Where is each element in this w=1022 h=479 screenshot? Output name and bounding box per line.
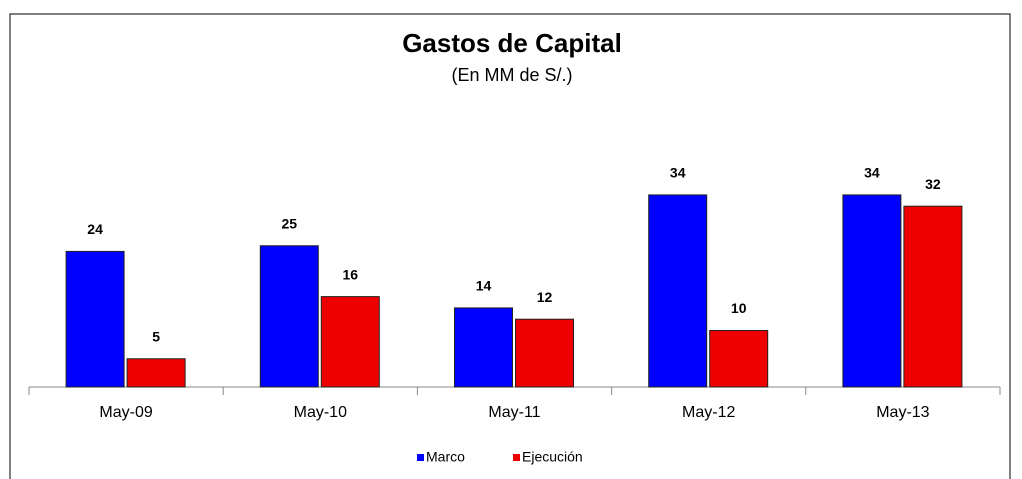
bar <box>903 205 963 388</box>
data-label: 34 <box>670 165 686 181</box>
x-tick-label: May-09 <box>99 404 152 421</box>
bar <box>259 245 319 388</box>
x-tick-label: May-13 <box>876 404 929 421</box>
bar <box>65 250 125 388</box>
data-label: 25 <box>282 215 298 231</box>
bar <box>515 318 574 388</box>
bar <box>709 330 769 388</box>
legend-swatch <box>513 454 520 461</box>
data-label: 12 <box>537 289 553 305</box>
bar <box>454 307 513 388</box>
chart-title: Gastos de Capital <box>402 28 622 58</box>
bar <box>126 358 186 388</box>
legend-label: Marco <box>426 449 465 465</box>
legend-swatch <box>417 454 424 461</box>
data-label: 34 <box>864 165 880 181</box>
data-label: 32 <box>925 176 941 192</box>
data-label: 10 <box>731 300 747 316</box>
bar <box>648 194 708 388</box>
bar <box>842 194 902 388</box>
data-label: 16 <box>343 266 359 282</box>
legend-label: Ejecución <box>522 449 583 465</box>
data-label: 5 <box>152 328 160 344</box>
x-tick-label: May-12 <box>682 404 735 421</box>
chart-subtitle: (En MM de S/.) <box>451 65 572 85</box>
x-tick-label: May-10 <box>294 404 347 421</box>
x-tick-label: May-11 <box>488 404 540 421</box>
data-label: 14 <box>476 278 492 294</box>
data-label: 24 <box>87 221 103 237</box>
bar <box>320 296 380 388</box>
